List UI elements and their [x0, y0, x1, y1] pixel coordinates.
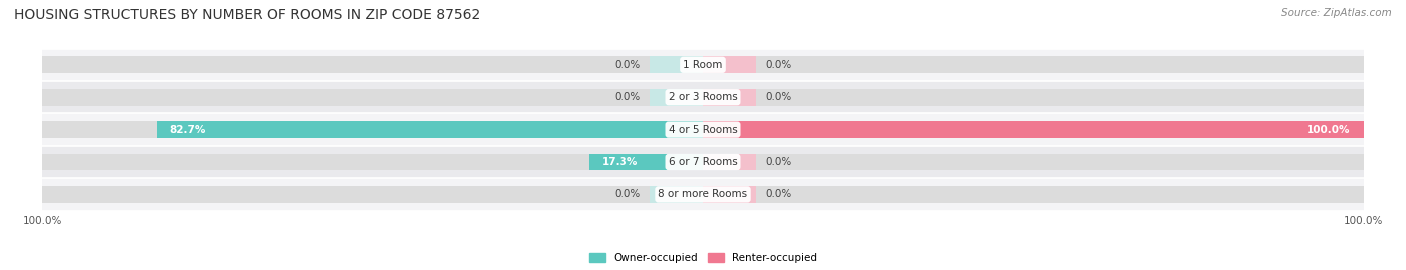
Bar [42, 49, 1364, 81]
Bar [703, 186, 1364, 203]
Text: 0.0%: 0.0% [614, 92, 640, 102]
Bar [703, 89, 756, 106]
Text: 6 or 7 Rooms: 6 or 7 Rooms [669, 157, 737, 167]
Bar [703, 121, 1364, 138]
Text: 0.0%: 0.0% [766, 189, 792, 200]
Bar [42, 121, 703, 138]
Bar [42, 154, 703, 170]
Bar [650, 56, 703, 73]
Text: 8 or more Rooms: 8 or more Rooms [658, 189, 748, 200]
Bar [42, 146, 1364, 178]
Text: 17.3%: 17.3% [602, 157, 638, 167]
Bar [42, 81, 1364, 113]
Text: 0.0%: 0.0% [614, 189, 640, 200]
Text: 100.0%: 100.0% [1308, 124, 1351, 135]
Bar [703, 56, 1364, 73]
Bar [42, 178, 1364, 211]
Bar [703, 56, 756, 73]
Bar [703, 154, 756, 170]
Text: 1 Room: 1 Room [683, 60, 723, 70]
Bar [703, 89, 1364, 106]
Text: HOUSING STRUCTURES BY NUMBER OF ROOMS IN ZIP CODE 87562: HOUSING STRUCTURES BY NUMBER OF ROOMS IN… [14, 8, 481, 22]
Bar [703, 121, 1364, 138]
Text: 0.0%: 0.0% [614, 60, 640, 70]
Text: 0.0%: 0.0% [766, 157, 792, 167]
Text: 4 or 5 Rooms: 4 or 5 Rooms [669, 124, 737, 135]
Bar [156, 121, 703, 138]
Bar [42, 56, 703, 73]
Text: 82.7%: 82.7% [170, 124, 207, 135]
Text: Source: ZipAtlas.com: Source: ZipAtlas.com [1281, 8, 1392, 18]
Bar [42, 186, 703, 203]
Bar [589, 154, 703, 170]
Text: 2 or 3 Rooms: 2 or 3 Rooms [669, 92, 737, 102]
Bar [42, 113, 1364, 146]
Bar [42, 89, 703, 106]
Bar [703, 186, 756, 203]
Legend: Owner-occupied, Renter-occupied: Owner-occupied, Renter-occupied [585, 249, 821, 267]
Text: 0.0%: 0.0% [766, 60, 792, 70]
Text: 0.0%: 0.0% [766, 92, 792, 102]
Bar [703, 154, 1364, 170]
Bar [650, 89, 703, 106]
Bar [650, 186, 703, 203]
